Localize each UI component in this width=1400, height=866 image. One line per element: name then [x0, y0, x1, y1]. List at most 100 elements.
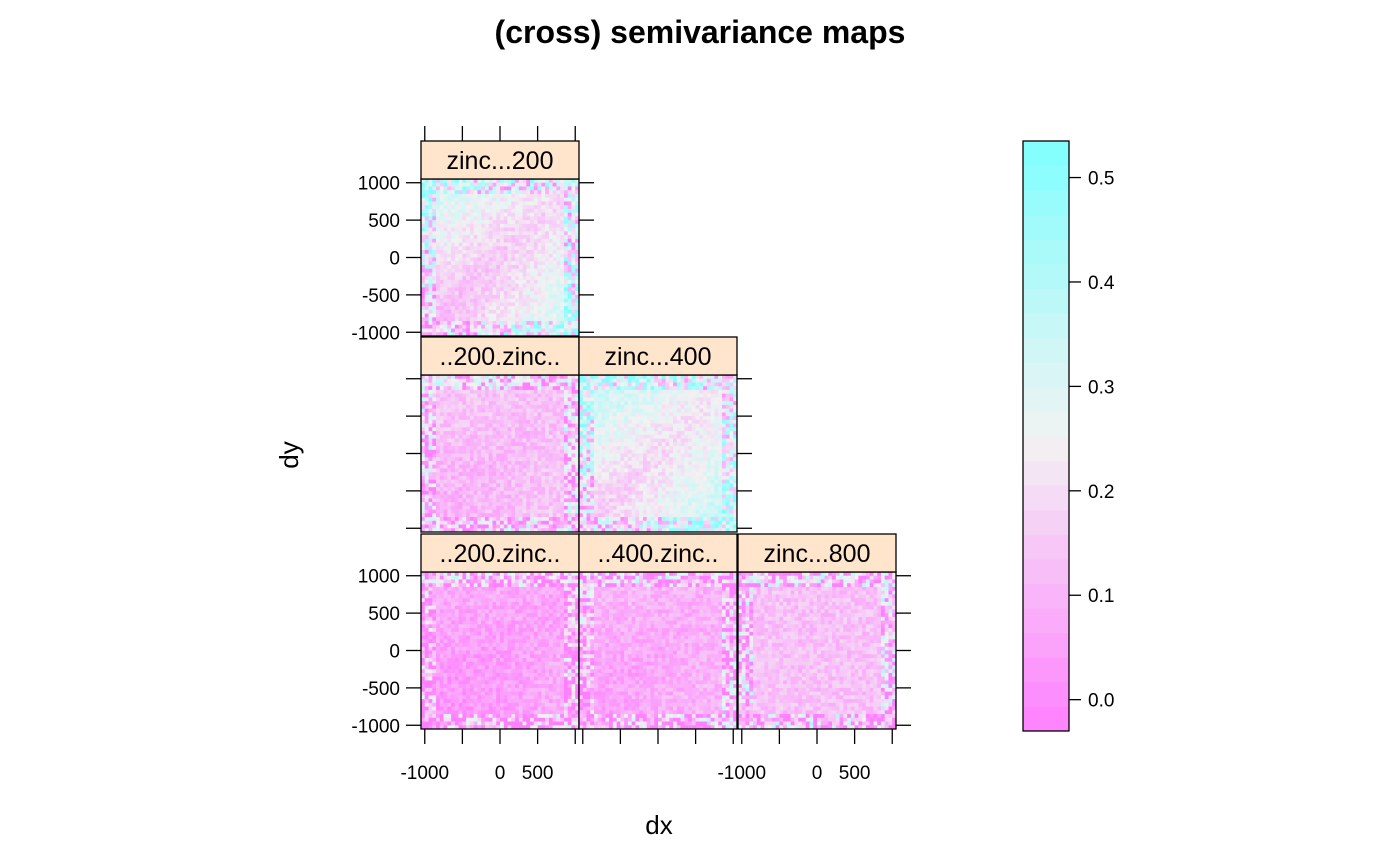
heat-cell	[484, 375, 490, 380]
heat-cell	[706, 431, 712, 436]
heat-cell	[639, 408, 644, 413]
heat-cell	[428, 190, 433, 195]
heat-cell	[654, 513, 659, 518]
strip-label: zinc...200	[446, 147, 553, 175]
heat-cell	[462, 490, 467, 496]
heat-cell	[631, 419, 636, 424]
heat-cell	[522, 227, 527, 232]
heat-cell	[556, 401, 561, 406]
heat-cell	[518, 309, 523, 314]
heat-cell	[567, 268, 572, 273]
heat-cell	[579, 528, 584, 533]
heat-cell	[571, 179, 576, 184]
heat-cell	[473, 401, 478, 406]
heat-cell	[439, 261, 444, 266]
heat-cell	[469, 205, 475, 210]
heat-cell	[484, 423, 490, 428]
heat-cell	[447, 438, 452, 443]
heat-cell	[488, 264, 493, 270]
heat-cell	[620, 505, 625, 510]
heat-cell	[477, 182, 482, 187]
heat-cell	[424, 427, 429, 432]
heat-cell	[537, 179, 542, 184]
heat-cell	[484, 487, 490, 492]
heat-cell	[500, 208, 505, 214]
heat-cell	[605, 498, 610, 503]
heat-cell	[439, 223, 444, 228]
heat-cell	[462, 231, 467, 236]
heat-cell	[620, 438, 625, 443]
heat-cell	[548, 317, 554, 322]
heat-cell	[481, 401, 486, 406]
heat-cell	[473, 494, 478, 499]
heat-cell	[436, 257, 441, 262]
heat-cell	[654, 464, 659, 469]
heat-cell	[548, 449, 554, 454]
heat-cell	[673, 438, 678, 443]
heat-cell	[443, 419, 448, 424]
heat-cell	[703, 412, 708, 417]
heat-cell	[567, 468, 572, 473]
heat-cell	[469, 434, 475, 439]
heat-cell	[684, 416, 689, 421]
heat-cell	[560, 179, 565, 184]
heat-cell	[673, 502, 678, 507]
heat-cell	[676, 487, 681, 492]
heat-cell	[609, 457, 614, 462]
heat-cell	[469, 223, 475, 228]
heat-cell	[530, 324, 535, 329]
heat-cell	[560, 242, 565, 247]
heat-cell	[466, 272, 471, 277]
heat-cell	[684, 494, 689, 499]
heat-cell	[676, 446, 681, 451]
heat-cell	[530, 490, 535, 496]
heat-cell	[560, 287, 565, 292]
heat-cell	[612, 408, 618, 413]
heat-cell	[541, 475, 546, 481]
heat-cell	[706, 460, 712, 466]
heat-cell	[575, 375, 580, 380]
heat-cell	[665, 475, 670, 481]
heat-cell	[436, 324, 441, 329]
heat-cell	[515, 490, 520, 496]
heat-cell	[507, 487, 512, 492]
heat-cell	[552, 279, 557, 285]
heat-cell	[548, 261, 554, 266]
heat-cell	[620, 472, 625, 477]
heat-cell	[526, 397, 531, 402]
heat-cell	[458, 328, 463, 333]
heat-cell	[454, 397, 460, 402]
heat-cell	[432, 238, 437, 243]
heat-cell	[500, 268, 505, 273]
heat-cell	[511, 212, 516, 217]
heat-cell	[635, 434, 640, 439]
heat-cell	[462, 276, 467, 281]
heat-cell	[688, 505, 693, 510]
heat-cell	[661, 446, 666, 451]
heat-cell	[436, 464, 441, 469]
heat-cell	[571, 457, 576, 462]
heat-cell	[458, 502, 463, 507]
panel-grid: zinc...200..200.zinc.. zinc...400..200.zi…	[420, 140, 897, 730]
heat-cell	[597, 460, 602, 466]
heat-cell	[533, 528, 539, 533]
heat-cell	[518, 479, 523, 484]
heat-cell	[567, 253, 572, 258]
heat-cell	[673, 460, 678, 466]
heat-cell	[439, 264, 444, 270]
heat-cell	[624, 517, 629, 522]
heat-cell	[680, 438, 685, 443]
heat-cell	[673, 375, 678, 380]
heat-cell	[563, 520, 569, 525]
heat-cell	[432, 261, 437, 266]
heat-cell	[496, 401, 501, 406]
heat-cell	[537, 472, 542, 477]
heat-cell	[582, 408, 587, 413]
heat-cell	[462, 408, 467, 413]
heat-cell	[616, 378, 621, 383]
heat-cell	[488, 416, 493, 421]
heat-cell	[447, 250, 452, 255]
heat-cell	[537, 479, 542, 484]
heat-cell	[473, 231, 478, 236]
heat-cell	[552, 449, 557, 454]
